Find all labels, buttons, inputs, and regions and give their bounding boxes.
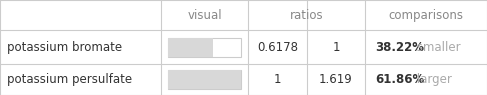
- Bar: [168, 38, 213, 57]
- Text: visual: visual: [187, 9, 222, 22]
- Bar: [168, 38, 241, 57]
- Text: potassium bromate: potassium bromate: [7, 41, 122, 53]
- Text: 0.6178: 0.6178: [257, 41, 298, 53]
- Bar: [168, 70, 241, 89]
- Text: 1.619: 1.619: [319, 73, 353, 86]
- Text: 1: 1: [332, 41, 340, 53]
- Text: 1: 1: [274, 73, 281, 86]
- Text: potassium persulfate: potassium persulfate: [7, 73, 132, 86]
- Bar: [168, 70, 241, 89]
- Text: comparisons: comparisons: [389, 9, 464, 22]
- Text: 61.86%: 61.86%: [375, 73, 424, 86]
- Text: smaller: smaller: [413, 41, 461, 53]
- Text: 38.22%: 38.22%: [375, 41, 424, 53]
- Text: larger: larger: [413, 73, 452, 86]
- Text: ratios: ratios: [290, 9, 324, 22]
